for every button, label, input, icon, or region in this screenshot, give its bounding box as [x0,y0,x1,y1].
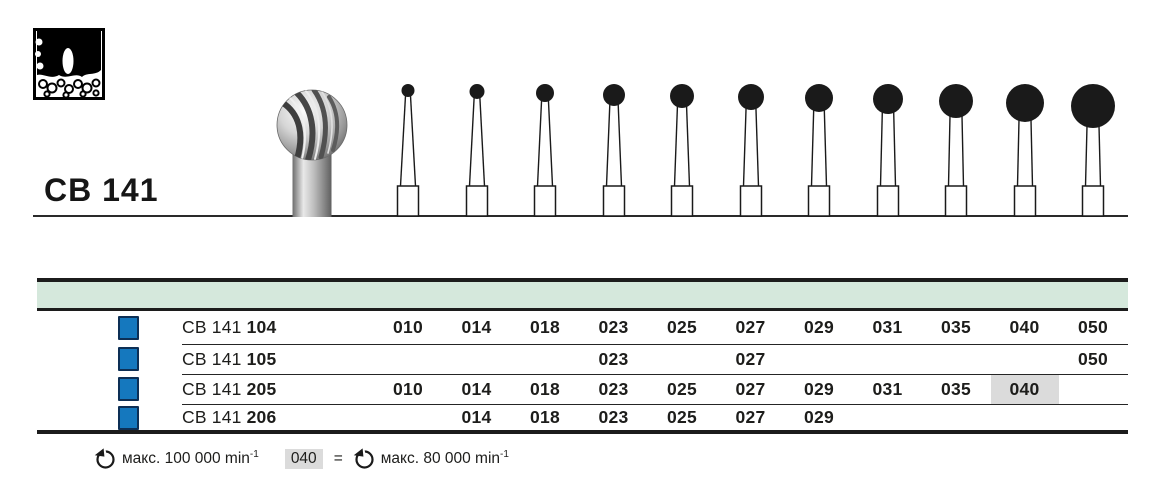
row-separator [182,343,1128,346]
bur-silhouette-035 [939,84,973,217]
bur-silhouette-010 [396,84,420,217]
bur-silhouette-025 [670,84,694,217]
bur-silhouette-031 [872,84,903,217]
table-row-105: CB 141 105 023 027 050 [0,345,1176,374]
table-top-border [37,278,1128,282]
series-color-square [118,315,139,340]
size-cell-023: 023 [598,348,629,369]
size-cell-035: 035 [940,317,972,338]
series-color-square [118,347,139,372]
table-row-205: CB 141 205 010 014 018 023 025 027 029 031 035 040 [0,375,1176,404]
variant-number: 105 [246,348,277,369]
size-cell-025: 025 [666,317,698,338]
bur-silhouette-023 [602,84,625,217]
size-cell-029: 029 [803,317,835,338]
rotation-speed-icon [94,447,115,469]
size-cell-018: 018 [529,378,561,399]
bur-silhouette-029 [805,84,833,217]
series-name: CB 141 [182,317,242,338]
table-header-underline [37,308,1128,311]
size-cell-027: 027 [735,348,766,369]
size-cell-027: 027 [735,378,766,399]
size-cell-010: 010 [392,378,424,399]
series-color-square [118,405,139,430]
series-color-square [118,377,139,402]
bur-silhouette-050 [1071,84,1115,217]
size-cell-027: 027 [735,407,766,427]
bur-photo [276,89,348,217]
figure-baseline [33,215,1128,217]
size-cell-014: 014 [461,378,492,399]
size-cell-025: 025 [666,407,698,427]
rotation-speed-icon [353,447,374,469]
max-speed-label: макс. 100 000 min-1 [122,449,259,468]
variant-number: 104 [246,317,277,338]
size-cell-014: 014 [461,317,492,338]
size-cell-023: 023 [598,407,629,427]
size-cell-018: 018 [529,317,561,338]
size-cell-029: 029 [803,378,835,399]
size-cell-050: 050 [1077,348,1109,369]
bur-silhouette-027 [737,84,764,217]
size-cell-023: 023 [598,317,629,338]
size-cell-050: 050 [1077,317,1109,338]
size-cell-023: 023 [598,378,629,399]
size-cell-040: 040 [990,375,1059,404]
size-cell-035: 035 [940,378,972,399]
bur-silhouette-014 [465,84,488,217]
equals-sign: = [333,450,343,467]
size-cell-018: 018 [529,407,561,427]
series-name: CB 141 [182,378,242,399]
product-label: CB 141 205 [182,375,276,404]
series-name: CB 141 [182,407,242,427]
product-code-title: CB 141 [44,172,159,208]
highlighted-size-badge: 040 [284,449,323,469]
size-cell-025: 025 [666,378,698,399]
table-bottom-border [37,430,1128,434]
series-name: CB 141 [182,348,242,369]
size-cell-031: 031 [872,378,903,399]
table-header-band [37,282,1128,308]
product-label: CB 141 105 [182,345,276,374]
size-cell-010: 010 [392,317,424,338]
row-separator [182,403,1128,406]
row-separator [182,373,1128,376]
size-cell-014: 014 [461,407,492,427]
size-cell-040: 040 [1009,317,1040,338]
bur-silhouette-040 [1005,84,1044,217]
variant-number: 205 [246,378,277,399]
bur-silhouette-018 [533,84,557,217]
reduced-speed-label: макс. 80 000 min-1 [380,449,509,468]
table-row-104: CB 141 104 010 014 018 023 025 027 029 031 035 040 0… [0,312,1176,344]
product-label: CB 141 206 [182,405,276,430]
size-cell-031: 031 [872,317,903,338]
variant-number: 206 [246,407,277,427]
speed-note: макс. 100 000 min-1 040 = макс. 80 000 m… [94,446,509,472]
size-cell-027: 027 [735,317,766,338]
size-cell-029: 029 [803,407,835,427]
product-label: CB 141 104 [182,312,276,344]
tooth-roots-icon [33,28,105,100]
table-row-206: CB 141 206 014 018 023 025 027 029 [0,405,1176,430]
